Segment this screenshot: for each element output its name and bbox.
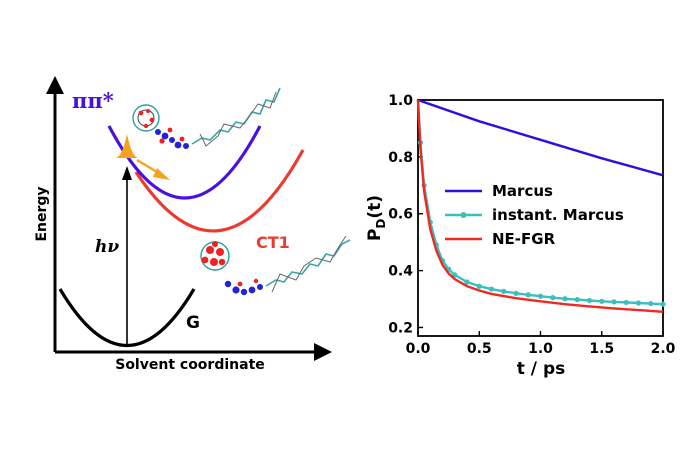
data-point-instant-marcus xyxy=(623,299,629,306)
excitation-arrowhead xyxy=(122,166,132,180)
y-tick-label: 1.0 xyxy=(388,93,413,109)
wavepacket-peak-icon xyxy=(116,134,138,158)
data-point-instant-marcus xyxy=(501,288,507,294)
data-point-instant-marcus xyxy=(611,299,617,305)
series-layer xyxy=(416,98,666,313)
pp-state-curve xyxy=(107,125,262,200)
x-axis: 0.0 0.5 1.0 1.5 2.0 xyxy=(406,331,676,357)
y-axis-label: PD(t) xyxy=(365,195,388,241)
x-tick-label: 1.5 xyxy=(589,341,614,357)
data-point-instant-marcus xyxy=(488,286,495,292)
data-point-instant-marcus xyxy=(660,301,666,307)
y-axis-label-tail: (t) xyxy=(365,195,385,219)
legend-label-marcus: Marcus xyxy=(492,182,553,200)
y-tick-label: 0.6 xyxy=(388,207,413,223)
data-point-instant-marcus xyxy=(586,297,593,304)
ct1-state-curve xyxy=(134,149,305,233)
data-point-instant-marcus xyxy=(562,296,568,302)
data-point-instant-marcus xyxy=(550,295,556,301)
relaxation-arrowhead xyxy=(153,168,170,180)
series-line-ne-fgr xyxy=(416,99,664,313)
data-point-instant-marcus xyxy=(476,283,482,289)
x-tick-label: 1.0 xyxy=(528,341,553,357)
legend-label-ne-fgr: NE-FGR xyxy=(492,230,556,248)
y-tick-label: 0.8 xyxy=(388,150,413,166)
ground-state-curve xyxy=(58,288,196,347)
data-point-instant-marcus xyxy=(513,290,519,296)
energy-diagram: Energy Solvent coordinate ππ* CT1 G hν xyxy=(34,76,351,373)
y-tick-label: 0.4 xyxy=(388,264,413,280)
y-axis-label-main: P xyxy=(365,229,385,241)
energy-axis-arrowhead xyxy=(46,76,64,94)
y-tick-label: 0.2 xyxy=(388,320,413,336)
data-point-instant-marcus xyxy=(574,297,580,303)
x-tick-label: 0.5 xyxy=(467,341,492,357)
pp-state-label: ππ* xyxy=(72,88,114,113)
molecule-icon-bottom xyxy=(200,235,351,296)
energy-axis-label: Energy xyxy=(34,186,50,241)
x-axis-label: t / ps xyxy=(517,359,565,379)
data-point-instant-marcus xyxy=(599,298,605,304)
g-state-label: G xyxy=(186,313,200,333)
data-point-instant-marcus xyxy=(648,300,654,307)
data-point-instant-marcus xyxy=(452,272,458,278)
y-axis: 0.2 0.4 0.6 0.8 1.0 xyxy=(388,93,423,336)
data-point-instant-marcus xyxy=(537,293,544,299)
x-tick-label: 2.0 xyxy=(651,341,676,357)
data-point-instant-marcus xyxy=(464,279,470,285)
solvent-axis-label: Solvent coordinate xyxy=(115,357,265,373)
excitation-label: hν xyxy=(95,237,119,257)
data-point-instant-marcus xyxy=(525,292,531,298)
molecule-icon-top xyxy=(132,87,281,149)
solvent-axis-arrowhead xyxy=(314,343,332,361)
legend-label-instant-marcus: instant. Marcus xyxy=(492,206,624,224)
population-chart: 0.0 0.5 1.0 1.5 2.0 0.2 0.4 0.6 0.8 1.0 Marcus in… xyxy=(365,93,676,379)
legend-marker-instant-marcus xyxy=(460,212,467,218)
data-point-instant-marcus xyxy=(635,300,642,306)
ct1-state-label: CT1 xyxy=(256,233,290,252)
y-axis-label-sub: D xyxy=(374,219,388,229)
x-tick-label: 0.0 xyxy=(406,341,431,357)
series-line-marcus xyxy=(417,98,664,177)
legend: Marcus instant. Marcus NE-FGR xyxy=(445,182,624,248)
